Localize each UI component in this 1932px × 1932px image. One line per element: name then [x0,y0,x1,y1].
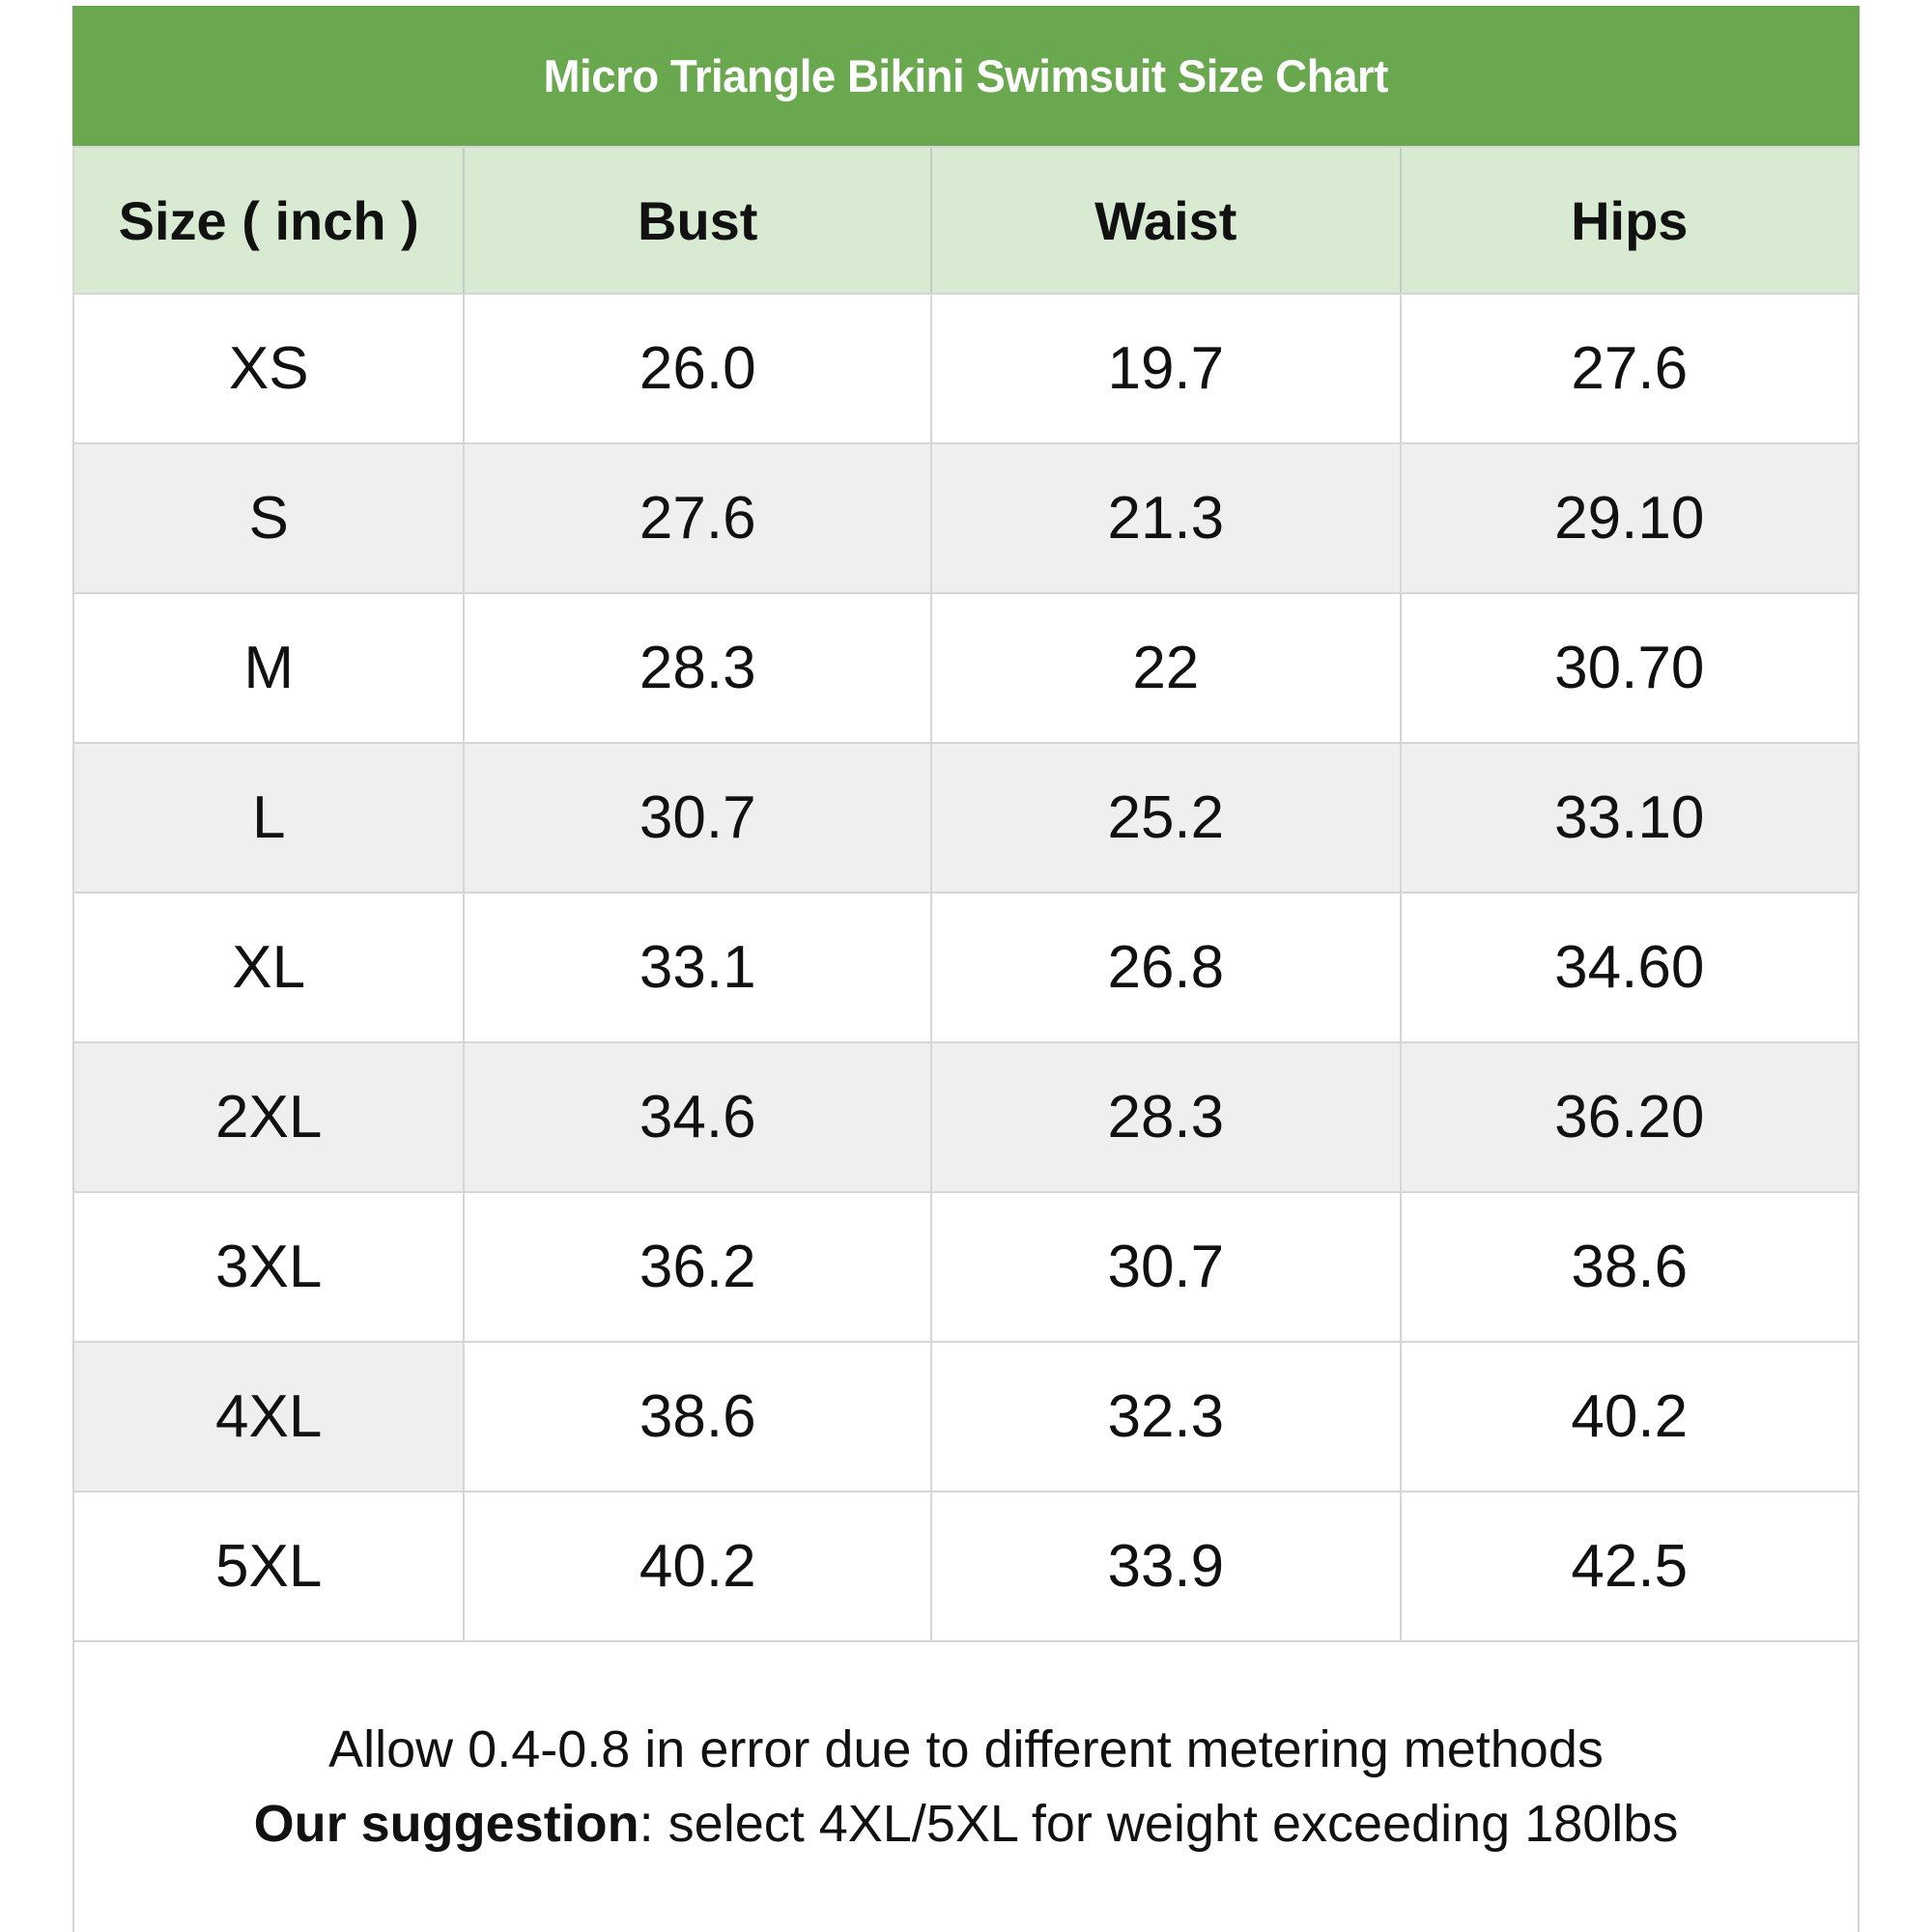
table-row: 4XL 38.6 32.3 40.2 [72,1341,1860,1491]
table-body: XS 26.0 19.7 27.6 S 27.6 21.3 29.10 M 28… [72,293,1860,1640]
footer-suggestion-note: Our suggestion: select 4XL/5XL for weigh… [254,1792,1679,1858]
bust-cell: 36.2 [463,1193,931,1341]
table-row: S 27.6 21.3 29.10 [72,442,1860,592]
hips-cell: 42.5 [1399,1492,1858,1640]
column-header-waist: Waist [930,148,1399,293]
waist-cell: 28.3 [930,1043,1400,1191]
waist-cell: 26.8 [930,894,1400,1041]
table-row: 5XL 40.2 33.9 42.5 [72,1491,1860,1640]
waist-cell: 21.3 [930,444,1400,592]
chart-title: Micro Triangle Bikini Swimsuit Size Char… [543,50,1389,101]
footer-error-note: Allow 0.4-0.8 in error due to different … [328,1719,1604,1778]
table-row: XL 33.1 26.8 34.60 [72,892,1860,1041]
waist-cell: 30.7 [930,1193,1400,1341]
column-header-hips: Hips [1399,148,1858,293]
hips-cell: 38.6 [1399,1193,1858,1341]
waist-cell: 32.3 [930,1343,1400,1491]
bust-cell: 26.0 [463,295,931,442]
table-row: 3XL 36.2 30.7 38.6 [72,1191,1860,1341]
table-footer-note: Allow 0.4-0.8 in error due to different … [72,1640,1860,1932]
table-row: M 28.3 22 30.70 [72,592,1860,742]
table-row: L 30.7 25.2 33.10 [72,742,1860,892]
waist-cell: 25.2 [930,744,1400,892]
column-header-bust: Bust [463,148,930,293]
footer-suggestion-label: Our suggestion [253,1795,639,1853]
hips-cell: 27.6 [1399,295,1858,442]
waist-cell: 33.9 [930,1492,1400,1640]
chart-title-bar: Micro Triangle Bikini Swimsuit Size Char… [72,6,1860,146]
hips-cell: 34.60 [1399,894,1858,1041]
size-cell: L [74,744,464,892]
bust-cell: 38.6 [463,1343,931,1491]
bust-cell: 30.7 [463,744,931,892]
size-cell: XL [74,894,464,1041]
bust-cell: 28.3 [463,594,931,742]
bust-cell: 27.6 [463,444,931,592]
size-cell: M [74,594,464,742]
table-row: XS 26.0 19.7 27.6 [72,293,1860,442]
hips-cell: 29.10 [1399,444,1858,592]
bust-cell: 40.2 [463,1492,931,1640]
bust-cell: 34.6 [463,1043,931,1191]
hips-cell: 36.20 [1399,1043,1858,1191]
waist-cell: 22 [930,594,1400,742]
bust-cell: 33.1 [463,894,931,1041]
size-cell: 5XL [74,1492,464,1640]
size-cell: 4XL [74,1343,464,1491]
size-cell: 2XL [74,1043,464,1191]
column-header-size: Size ( inch ) [118,189,419,251]
waist-cell: 19.7 [930,295,1400,442]
footer-suggestion-text: : select 4XL/5XL for weight exceeding 18… [639,1795,1679,1853]
table-row: 2XL 34.6 28.3 36.20 [72,1041,1860,1191]
table-header-row: Size ( inch ) Bust Waist Hips [72,146,1860,293]
size-chart-table: Micro Triangle Bikini Swimsuit Size Char… [72,6,1860,1932]
size-cell: S [74,444,464,592]
hips-cell: 30.70 [1399,594,1858,742]
hips-cell: 33.10 [1399,744,1858,892]
size-cell: 3XL [74,1193,464,1341]
size-cell: XS [74,295,464,442]
hips-cell: 40.2 [1399,1343,1858,1491]
